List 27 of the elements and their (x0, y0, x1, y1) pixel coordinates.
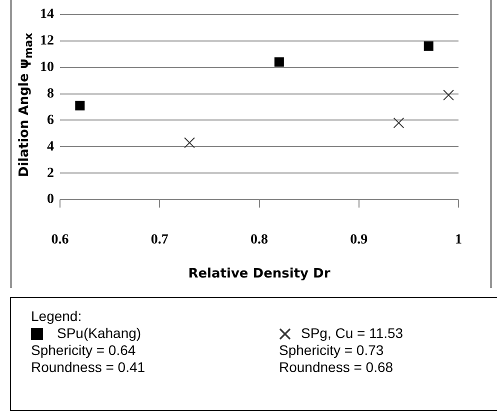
point (443, 90, 454, 101)
legend-label: SPg, Cu = 11.53 (301, 325, 404, 342)
legend-title: Legend: (31, 308, 83, 325)
y-tick-label: 12 (40, 33, 54, 48)
point (274, 57, 284, 67)
text: Roundness = 0.41 (31, 359, 146, 376)
point (184, 137, 195, 148)
x-tick-label: 0.7 (150, 232, 168, 248)
y-tick-label: 14 (40, 7, 54, 22)
text: Sphericity = 0.64 (31, 342, 137, 359)
x-tick-label: 0.8 (250, 232, 268, 248)
y-tick-label: 0 (47, 192, 54, 208)
y-tick-label: 2 (47, 166, 54, 181)
text: Sphericity = 0.73 (279, 342, 385, 359)
point (75, 100, 85, 110)
y-tick-label: 4 (47, 139, 54, 154)
legend-label: SPu(Kahang) (57, 325, 142, 342)
x-tick-label: 0.6 (51, 232, 69, 248)
text: Roundness = 0.68 (279, 359, 394, 376)
x-axis-title: Relative Density Dr (188, 266, 331, 282)
y-tick-label: 6 (47, 112, 54, 128)
y-tick-label: 8 (47, 86, 54, 102)
point (393, 117, 404, 128)
x-tick-label: 1 (455, 232, 462, 248)
x-tick-label: 0.9 (350, 232, 368, 248)
point (424, 41, 434, 51)
y-tick-label: 10 (40, 60, 54, 75)
